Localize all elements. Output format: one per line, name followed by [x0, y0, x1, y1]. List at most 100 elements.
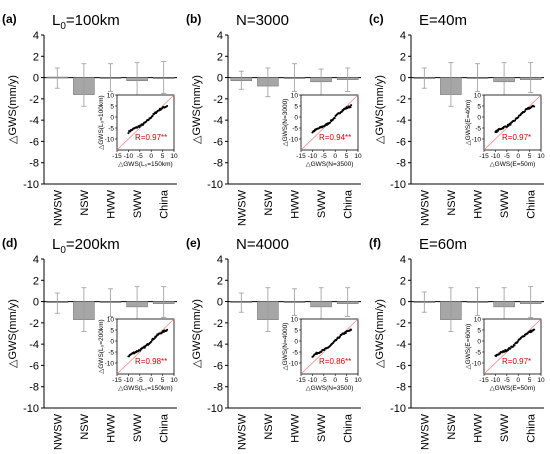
inset-y-tick-label: -5 — [475, 349, 481, 356]
inset-x-tick-label: -5 — [504, 377, 510, 384]
inset-x-tick-label: 5 — [528, 153, 532, 160]
inset-x-tick-label: 10 — [354, 153, 362, 160]
scatter-point — [350, 328, 353, 331]
y-tick-label: 2 — [217, 51, 223, 63]
inset-y-tick-label: -10 — [105, 136, 115, 143]
scatter-point — [151, 114, 154, 117]
inset-y-tick-label: 5 — [110, 103, 114, 110]
inset-y-tick-label: -10 — [105, 360, 115, 367]
category-label: HWW — [473, 189, 485, 218]
category-label: HWW — [106, 189, 118, 218]
scatter-point — [166, 105, 169, 108]
inset-x-tick-label: -15 — [479, 377, 489, 384]
inset-x-tick-label: 0 — [516, 377, 520, 384]
inset-x-tick-label: -10 — [308, 153, 318, 160]
inset-y-tick-label: 5 — [477, 103, 481, 110]
inset-annotation: R=0.97* — [502, 133, 531, 142]
y-tick-label: -2 — [213, 94, 223, 106]
inset-annotation: R=0.97* — [502, 357, 531, 366]
category-label: China — [159, 413, 171, 443]
panel-title: E=60m — [419, 236, 467, 253]
inset-annotation: R=0.86** — [319, 357, 351, 366]
title-subscript: 0 — [60, 245, 66, 256]
category-label: SWW — [499, 189, 511, 218]
inset-y-tick-label: -5 — [292, 349, 298, 356]
category-label: China — [159, 189, 171, 219]
scatter-point — [127, 132, 130, 135]
y-tick-label: -6 — [213, 360, 223, 372]
y-axis-label: △GWS(mm/y) — [191, 75, 203, 144]
scatter-point — [340, 110, 343, 113]
inset-x-tick-label: -15 — [112, 153, 122, 160]
inset-y-label: △GWS(E=60m) — [465, 324, 472, 370]
y-axis-label: △GWS(mm/y) — [374, 75, 386, 144]
y-tick-label: 2 — [217, 275, 223, 287]
category-label: NSW — [79, 189, 91, 215]
scatter-point — [349, 106, 352, 109]
title-main: E=60m — [419, 236, 467, 253]
y-tick-label: 4 — [217, 30, 223, 42]
inset-x-tick-label: -5 — [321, 377, 327, 384]
inset-x-label: △GWS(L₀=150km) — [118, 161, 172, 168]
title-main: L — [52, 236, 60, 253]
category-label: NWSW — [52, 189, 64, 226]
inset-y-tick-label: -10 — [472, 136, 482, 143]
panel-e: -10 -8 -6 -4 -2 0 2 4 △GWS(mm/y) (e) N=4000 NWSW NSW… — [186, 236, 362, 450]
scatter-point — [143, 346, 146, 349]
inset-y-tick-label: 10 — [107, 92, 115, 99]
inset-y-tick-label: 5 — [110, 327, 114, 334]
scatter-point — [497, 129, 500, 132]
inset-y-tick-label: -5 — [108, 125, 114, 132]
inset-y-tick-label: 0 — [477, 338, 481, 345]
y-tick-label: 0 — [400, 73, 406, 85]
scatter-point — [523, 110, 526, 113]
inset-x-tick-label: 10 — [170, 377, 178, 384]
y-tick-label: -2 — [213, 318, 223, 330]
inset-x-tick-label: 5 — [161, 377, 165, 384]
y-tick-label: 2 — [33, 275, 39, 287]
title-main: N=4000 — [236, 236, 289, 253]
y-tick-label: -2 — [396, 318, 406, 330]
category-label: SWW — [316, 413, 328, 442]
inset-x-tick-label: 0 — [516, 153, 520, 160]
y-tick-label: -6 — [213, 136, 223, 148]
y-tick-label: -10 — [23, 179, 39, 191]
inset-x-tick-label: 10 — [537, 377, 545, 384]
category-label: SWW — [499, 413, 511, 442]
y-tick-label: 0 — [217, 73, 223, 85]
inset-x-tick-label: 0 — [333, 377, 337, 384]
category-label: SWW — [132, 189, 144, 218]
title-rest: =200km — [66, 236, 120, 253]
inset-scatter: -15 -10 -5 0 5 10-10-50510R=0.97**△GWS(L₀=150… — [98, 92, 178, 168]
inset-x-tick-label: -10 — [124, 377, 134, 384]
inset-scatter: -15 -10 -5 0 5 10-10-50510R=0.97*△GWS(E=50m)△… — [465, 316, 545, 392]
inset-x-tick-label: 5 — [345, 377, 349, 384]
y-tick-label: -2 — [29, 318, 39, 330]
y-tick-label: -10 — [207, 179, 223, 191]
scatter-point — [498, 352, 501, 355]
inset-x-tick-label: -15 — [296, 153, 306, 160]
y-tick-label: -4 — [396, 339, 406, 351]
panel-title: L0=100km — [52, 12, 120, 32]
y-tick-label: 0 — [217, 297, 223, 309]
panel-title: N=3000 — [236, 12, 289, 29]
panel-title: L0=200km — [52, 236, 120, 256]
inset-x-tick-label: 10 — [354, 377, 362, 384]
title-main: L — [52, 12, 60, 29]
inset-x-label: △GWS(N=3500) — [306, 161, 354, 168]
panel-title: N=4000 — [236, 236, 289, 253]
scatter-point — [166, 328, 169, 331]
inset-y-label: △GWS(L₀=100km) — [98, 95, 105, 149]
inset-annotation: R=0.98** — [135, 357, 167, 366]
inset-x-tick-label: -15 — [296, 377, 306, 384]
y-tick-label: 2 — [400, 51, 406, 63]
inset-x-label: △GWS(E=50m) — [490, 385, 536, 392]
y-axis-label: △GWS(mm/y) — [7, 299, 19, 368]
category-label: NSW — [446, 413, 458, 439]
y-tick-label: -8 — [213, 158, 223, 170]
scatter-point — [509, 123, 512, 126]
inset-x-tick-label: -10 — [124, 153, 134, 160]
scatter-point — [344, 332, 347, 335]
